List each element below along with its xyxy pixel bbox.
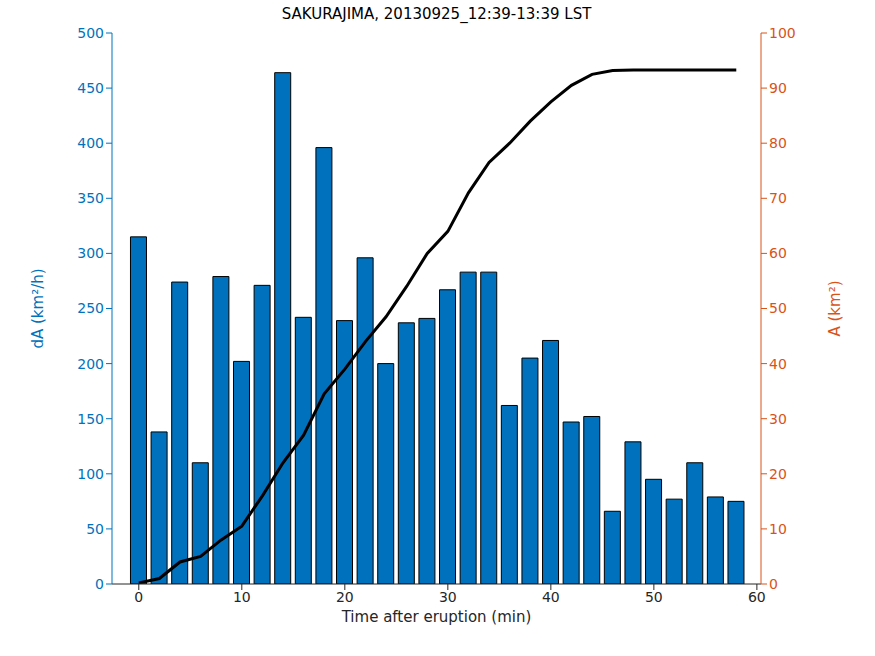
svg-text:40: 40	[542, 589, 560, 605]
svg-text:20: 20	[769, 466, 787, 482]
svg-text:40: 40	[769, 356, 787, 372]
svg-text:A (km²): A (km²)	[826, 280, 844, 336]
svg-text:200: 200	[77, 356, 104, 372]
svg-text:70: 70	[769, 190, 787, 206]
svg-text:100: 100	[769, 25, 796, 41]
svg-text:60: 60	[769, 245, 787, 261]
svg-text:500: 500	[77, 25, 104, 41]
svg-text:400: 400	[77, 135, 104, 151]
svg-text:30: 30	[769, 411, 787, 427]
svg-text:250: 250	[77, 300, 104, 316]
svg-text:20: 20	[336, 589, 354, 605]
svg-text:0: 0	[95, 576, 104, 592]
svg-text:300: 300	[77, 245, 104, 261]
svg-text:30: 30	[439, 589, 457, 605]
svg-text:50: 50	[645, 589, 663, 605]
svg-text:0: 0	[134, 589, 143, 605]
svg-text:90: 90	[769, 80, 787, 96]
svg-text:80: 80	[769, 135, 787, 151]
svg-text:Time after eruption (min): Time after eruption (min)	[341, 608, 532, 626]
svg-text:50: 50	[769, 300, 787, 316]
svg-text:350: 350	[77, 190, 104, 206]
html-text:SAKURAJIMA, 20130925_12:39-13:: SAKURAJIMA, 20130925_12:39-13:39 LST	[281, 5, 592, 23]
svg-text:150: 150	[77, 411, 104, 427]
svg-text:50: 50	[86, 521, 104, 537]
svg-text:100: 100	[77, 466, 104, 482]
svg-text:dA (km²/h): dA (km²/h)	[29, 268, 47, 348]
svg-text:60: 60	[748, 589, 766, 605]
svg-text:450: 450	[77, 80, 104, 96]
svg-text:0: 0	[769, 576, 778, 592]
svg-text:10: 10	[769, 521, 787, 537]
svg-text:10: 10	[233, 589, 251, 605]
